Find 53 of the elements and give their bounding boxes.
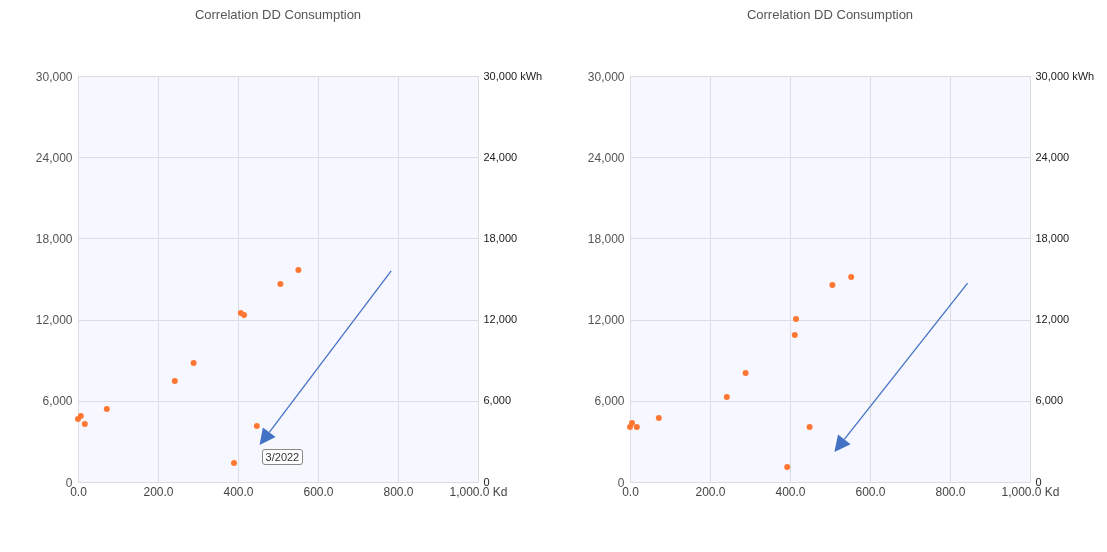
point bbox=[793, 315, 799, 322]
point bbox=[723, 394, 730, 400]
point bbox=[848, 273, 855, 280]
point bbox=[190, 360, 197, 367]
point bbox=[277, 281, 284, 287]
point bbox=[829, 281, 836, 288]
y-tick-label: 18,000 bbox=[587, 231, 625, 246]
point bbox=[241, 312, 247, 318]
x-tick-label: 400.0 bbox=[775, 484, 806, 499]
point bbox=[253, 422, 260, 429]
y-tick-label: 30,000 bbox=[35, 69, 73, 84]
y2-tick-label: 18,000 bbox=[483, 231, 518, 244]
point bbox=[629, 420, 635, 426]
y2-tick-label: 0 bbox=[1035, 475, 1042, 488]
y2-tick-label: 30,000 kWh bbox=[1035, 69, 1095, 82]
chart-title: Correlation DD Consumption bbox=[746, 7, 914, 22]
point bbox=[171, 378, 178, 385]
y-tick-label: 18,000 bbox=[35, 231, 73, 246]
y-tick-label: 24,000 bbox=[587, 150, 625, 165]
y2-tick-label: 24,000 bbox=[1035, 150, 1070, 163]
x-tick-label: 600.0 bbox=[303, 484, 334, 499]
y2-tick-label: 6,000 bbox=[1035, 394, 1064, 407]
y2-tick-label: 12,000 bbox=[483, 313, 518, 326]
annotation: 3/2022 bbox=[261, 449, 304, 466]
x-tick-label: 200.0 bbox=[143, 484, 174, 499]
y2-tick-label: 6,000 bbox=[483, 394, 512, 407]
y2-tick-label: 30,000 kWh bbox=[483, 69, 543, 82]
x-tick-label: 200.0 bbox=[695, 484, 726, 499]
x-tick-label: 800.0 bbox=[383, 484, 414, 499]
point bbox=[784, 463, 791, 470]
x-tick-label: 400.0 bbox=[223, 484, 254, 499]
y-tick-label: 12,000 bbox=[35, 313, 73, 328]
point bbox=[655, 414, 662, 421]
point bbox=[103, 405, 110, 412]
y-tick-label: 12,000 bbox=[587, 313, 625, 328]
y2-tick-label: 12,000 bbox=[1035, 313, 1070, 326]
x-tick-label: 600.0 bbox=[855, 484, 886, 499]
y-tick-label: 6,000 bbox=[594, 394, 625, 409]
chart-title: Correlation DD Consumption bbox=[194, 7, 362, 22]
point bbox=[81, 421, 88, 428]
point bbox=[742, 369, 749, 376]
y-tick-label: 6,000 bbox=[42, 394, 73, 409]
point bbox=[295, 266, 302, 273]
y-tick-label: 30,000 bbox=[587, 69, 625, 84]
y2-tick-label: 18,000 bbox=[1035, 231, 1070, 244]
y2-tick-label: 24,000 bbox=[483, 150, 518, 163]
point bbox=[633, 424, 640, 431]
point bbox=[806, 424, 813, 431]
point bbox=[791, 331, 798, 338]
x-tick-label: 800.0 bbox=[935, 484, 966, 499]
y-tick-label: 24,000 bbox=[35, 150, 73, 165]
point bbox=[231, 460, 237, 467]
y2-tick-label: 0 bbox=[483, 475, 490, 488]
